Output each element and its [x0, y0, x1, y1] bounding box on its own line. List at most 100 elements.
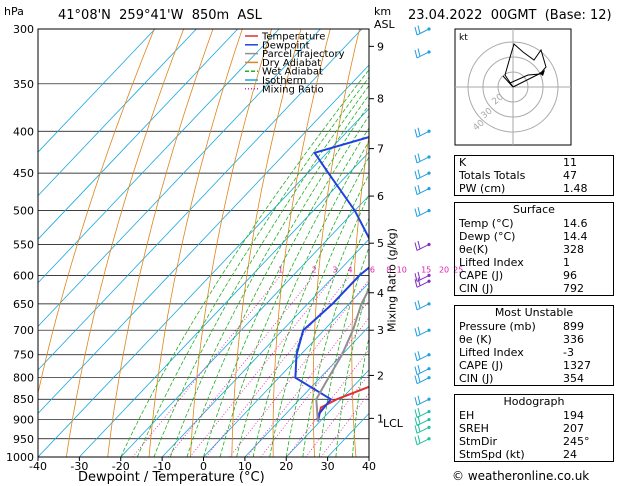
- background-lines: [38, 29, 629, 457]
- dry-adiabat-line: [38, 29, 155, 396]
- surface-row: Temp (°C) 14.6: [459, 217, 588, 230]
- wind-barb-flag: [417, 48, 421, 57]
- hodograph-table: Hodograph EH 194 SREH 207 StmDir 245° StmSp…: [454, 394, 614, 462]
- series-line-dewpoint: [294, 135, 369, 422]
- dry-adiabat-line: [107, 29, 214, 457]
- storm-motion-marker: [539, 70, 545, 76]
- copyright-footer[interactable]: © weatheronline.co.uk: [452, 469, 590, 483]
- wind-barb-flag: [417, 415, 421, 425]
- km-tick-label: 7: [377, 143, 384, 156]
- wet-adiabat-line: [203, 114, 369, 457]
- mixing-ratio-label: 15: [421, 265, 431, 274]
- mixing-ratio-line: [246, 300, 369, 457]
- temperature-tick-label: -10: [153, 460, 171, 473]
- dry-adiabat-line: [148, 29, 243, 457]
- most-unstable-table: Most Unstable Pressure (mb) 899 θe (K) 336…: [454, 305, 614, 386]
- isotherm-line: [38, 29, 239, 240]
- surface-row: Dewp (°C) 14.4: [459, 230, 588, 243]
- series-line-temperature: [316, 385, 369, 422]
- wind-barb-staff: [416, 51, 430, 59]
- wet-adiabat-line: [120, 69, 369, 457]
- wind-barb-staff: [416, 368, 430, 376]
- asl-label: ASL: [374, 18, 395, 31]
- wind-barb-staff: [416, 244, 430, 251]
- surface-title: Surface: [513, 203, 555, 216]
- wind-barb-dot: [427, 417, 431, 422]
- wind-barb-dot: [427, 242, 431, 247]
- wind-barb-dot: [427, 367, 431, 371]
- isotherm-line: [38, 29, 280, 284]
- wind-barb-flag: [414, 397, 418, 406]
- legend-label: Wet Adiabat: [262, 67, 323, 78]
- wind-barb-flag: [417, 351, 421, 360]
- series-layer: [294, 135, 369, 422]
- pressure-tick-label: 500: [13, 205, 34, 218]
- isotherm-line: [38, 107, 369, 457]
- mixing-ratio-line: [167, 275, 315, 457]
- pressure-tick-label: 950: [13, 433, 34, 446]
- wind-barb-staff: [416, 438, 430, 446]
- index-row: K 11: [459, 156, 577, 169]
- pressure-tick-label: 350: [13, 78, 34, 91]
- mixing-ratio-label: 25: [453, 265, 463, 274]
- legend-label: Mixing Ratio: [262, 84, 324, 95]
- wind-barb-flag: [414, 171, 418, 180]
- pressure-tick-label: 1000: [6, 451, 34, 464]
- pressure-tick-label: 600: [13, 269, 34, 282]
- wind-barb-flag: [414, 425, 418, 434]
- pressure-tick-label: 550: [13, 238, 34, 251]
- wind-barb-staff: [416, 329, 430, 337]
- isotherm-line: [38, 29, 363, 371]
- km-tick-label: 8: [377, 93, 384, 106]
- surface-row: Lifted Index 1: [459, 256, 570, 269]
- isotherm-line: [38, 64, 369, 415]
- wind-barb-flag: [417, 153, 421, 162]
- wind-barb-staff: [416, 354, 430, 362]
- wind-barb-staff: [416, 303, 430, 311]
- wind-barb-staff: [416, 130, 430, 138]
- location-title: 41°08'N 259°41'W 850m ASL: [58, 8, 262, 23]
- wind-barb-staff: [416, 156, 430, 164]
- dry-adiabat-line: [190, 29, 272, 457]
- hodograph-kt-label: kt: [459, 33, 468, 43]
- wind-barb-flag: [414, 26, 418, 36]
- hpa-label: hPa: [4, 5, 24, 18]
- wind-barb-dot: [427, 397, 431, 401]
- km-tick-label: 6: [377, 190, 384, 203]
- temperature-tick-label: -20: [112, 460, 130, 473]
- wind-barb-staff: [416, 172, 430, 180]
- km-tick-label: 3: [377, 324, 384, 337]
- wet-adiabat-line: [153, 85, 369, 457]
- wind-barb-flag: [414, 375, 418, 384]
- most-unstable-row: CIN (J) 354: [459, 372, 584, 385]
- hodograph-row: StmDir 245°: [459, 435, 590, 448]
- mixing-ratio-label: 3: [332, 265, 337, 274]
- wind-barb-flag: [414, 409, 418, 418]
- wind-barb-flag: [417, 423, 421, 432]
- legend-label: Parcel Trajectory: [262, 49, 345, 60]
- wet-adiabat-line: [302, 217, 369, 457]
- hodograph-row: EH 194: [459, 409, 584, 422]
- wind-barb-dot: [427, 376, 431, 380]
- mixing-ratio-label: 20: [439, 265, 449, 274]
- hodograph-row: StmSpd (kt) 24: [459, 448, 577, 461]
- pressure-tick-label: 850: [13, 393, 34, 406]
- wind-barb-staff: [416, 377, 430, 385]
- isotherm-line: [38, 29, 321, 327]
- wind-barb-flag: [417, 365, 421, 374]
- wind-barb-staff: [416, 398, 430, 406]
- pressure-tick-label: 800: [13, 372, 34, 385]
- most-unstable-row: θe (K) 336: [459, 333, 584, 346]
- dry-adiabat-line: [623, 29, 629, 457]
- wind-barb-flag: [417, 300, 421, 309]
- wind-barb-flag: [414, 242, 418, 251]
- surface-row: CAPE (J) 96: [459, 269, 577, 282]
- wind-barb-flag: [414, 273, 418, 282]
- wind-barb-flag: [414, 49, 418, 59]
- mixing-ratio-line: [132, 275, 281, 457]
- surface-table: Surface Temp (°C) 14.6 Dewp (°C) 14.4 θe(K…: [454, 202, 614, 296]
- wind-barb-flag: [414, 417, 418, 426]
- wind-barb-flag: [414, 208, 418, 217]
- wet-adiabat-line: [285, 193, 369, 457]
- mixing-ratio-label: 2: [312, 265, 317, 274]
